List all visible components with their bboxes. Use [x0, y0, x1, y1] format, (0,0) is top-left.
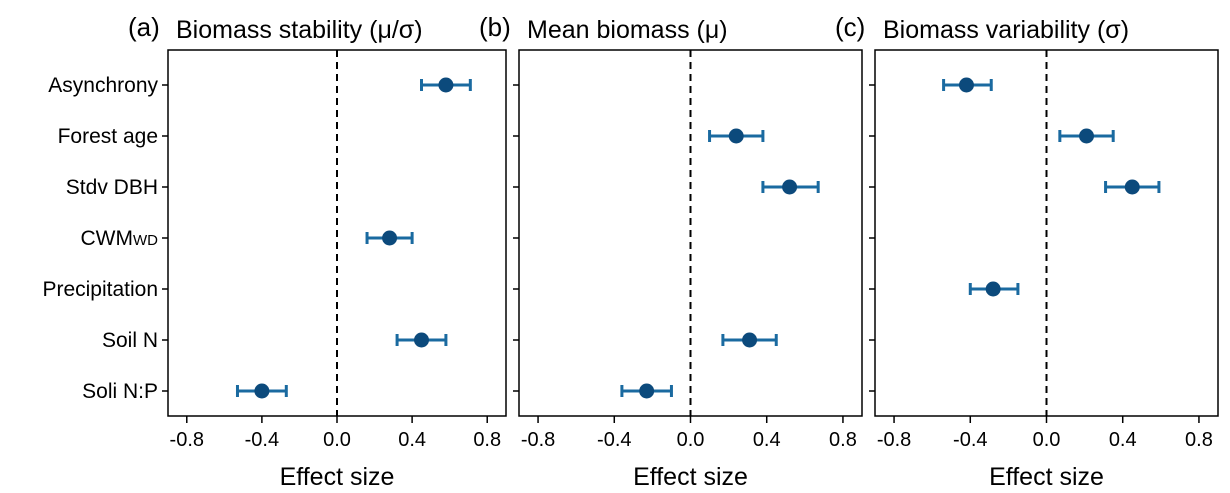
category-label-main: Soil N — [102, 329, 158, 352]
category-label: Asynchrony — [48, 74, 158, 97]
panel-title: Biomass stability (μ/σ) — [176, 16, 423, 44]
x-tick-label: 0.0 — [1033, 429, 1061, 451]
effect-point-group — [620, 383, 673, 399]
effect-point-group — [1104, 179, 1161, 195]
effect-estimate-point — [958, 77, 974, 93]
category-label-main: Asynchrony — [48, 74, 158, 97]
effect-point-group — [721, 332, 778, 348]
effect-estimate-point — [382, 230, 398, 246]
x-tick-label: 0.0 — [323, 429, 351, 451]
effect-estimate-point — [728, 128, 744, 144]
effect-point-group — [235, 383, 288, 399]
category-label-main: Forest age — [58, 125, 158, 148]
effect-estimate-point — [438, 77, 454, 93]
x-tick-label: -0.8 — [521, 429, 555, 451]
panel-title: Biomass variability (σ) — [883, 16, 1129, 44]
x-tick-label: -0.4 — [597, 429, 631, 451]
x-axis-label: Effect size — [280, 463, 395, 491]
panel-a: (a) Biomass stability (μ/σ) -0.8 -0.4 0.0 0.4… — [128, 12, 507, 491]
effect-point-group — [1058, 128, 1115, 144]
category-label-main: Precipitation — [42, 278, 158, 301]
category-label: Stdv DBH — [66, 176, 158, 199]
panel-letter: (c) — [835, 12, 865, 42]
effect-point-group — [942, 77, 993, 93]
x-tick-label: 0.4 — [753, 429, 781, 451]
effect-point-group — [365, 230, 414, 246]
x-tick-label: 0.8 — [473, 429, 501, 451]
effect-estimate-point — [639, 383, 655, 399]
effect-estimate-point — [742, 332, 758, 348]
x-tick-label: 0.0 — [677, 429, 705, 451]
effect-point-group — [420, 77, 472, 93]
x-tick-label: -0.8 — [877, 429, 911, 451]
effect-estimate-point — [414, 332, 429, 348]
category-label-subscript: WD — [133, 232, 158, 249]
category-label-main: CWM — [81, 227, 133, 250]
category-label: Precipitation — [42, 278, 158, 301]
x-tick-label: 0.4 — [398, 429, 426, 451]
panel-letter: (b) — [479, 12, 511, 42]
category-label: Soli N:P — [82, 380, 158, 403]
x-tick-label: -0.8 — [170, 429, 204, 451]
x-tick-label: -0.4 — [245, 429, 279, 451]
x-axis-label: Effect size — [989, 463, 1104, 491]
effect-point-group — [968, 281, 1020, 297]
effect-estimate-point — [1124, 179, 1140, 195]
category-label-main: Soli N:P — [82, 380, 158, 403]
effect-estimate-point — [985, 281, 1001, 297]
category-label-main: Stdv DBH — [66, 176, 158, 199]
panel-b: (b) Mean biomass (μ) -0.8 -0.4 0.0 0.4 0.8 Effe… — [479, 12, 863, 491]
panel-c: (c) Biomass variability (σ) -0.8 -0.4 0.0 0.4… — [835, 12, 1219, 491]
category-label: CWMWD — [81, 227, 159, 250]
x-tick-label: -0.4 — [953, 429, 987, 451]
effect-point-group — [395, 332, 448, 348]
effect-estimate-point — [782, 179, 798, 195]
panel-letter: (a) — [128, 12, 160, 42]
effect-estimate-point — [254, 383, 270, 399]
effect-estimate-point — [1079, 128, 1095, 144]
x-axis-label: Effect size — [633, 463, 748, 491]
panel-title: Mean biomass (μ) — [527, 16, 728, 44]
x-tick-label: 0.4 — [1109, 429, 1137, 451]
category-label: Forest age — [58, 125, 158, 148]
x-tick-label: 0.8 — [1185, 429, 1213, 451]
effect-point-group — [708, 128, 765, 144]
x-tick-label: 0.8 — [829, 429, 857, 451]
category-label: Soil N — [102, 329, 158, 352]
effect-point-group — [761, 179, 820, 195]
